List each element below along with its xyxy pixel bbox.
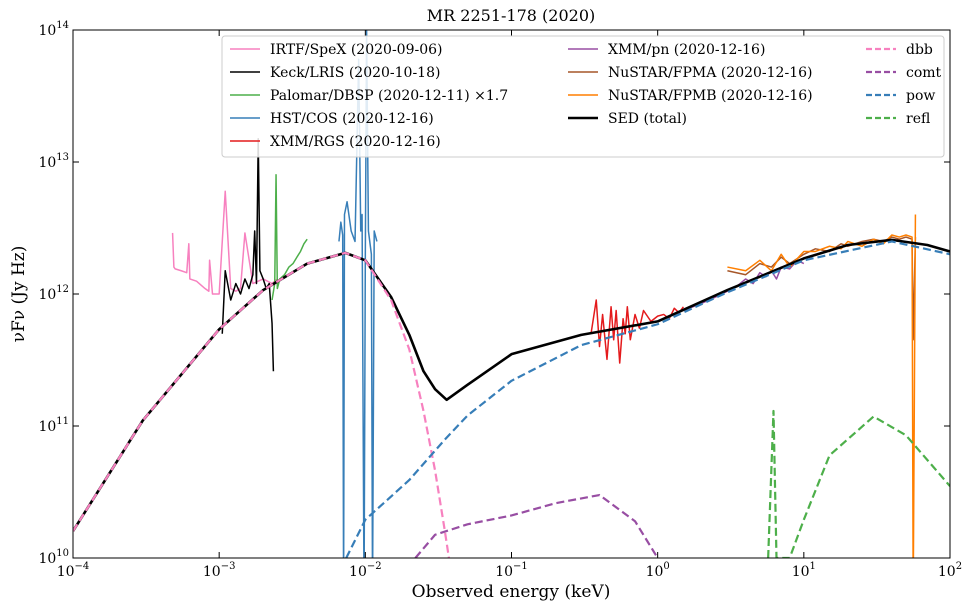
- legend-label: NuSTAR/FPMB (2020-12-16): [608, 88, 813, 104]
- series-line: [171, 190, 278, 295]
- x-tick-label: 10−1: [495, 561, 528, 580]
- series-line: [590, 299, 685, 364]
- legend-label: NuSTAR/FPMA (2020-12-16): [608, 65, 812, 81]
- y-tick-label: 1010: [38, 548, 69, 567]
- y-tick-label: 1012: [38, 284, 69, 303]
- legend-box: [221, 35, 945, 158]
- legend-label: Keck/LRIS (2020-10-18): [270, 65, 440, 81]
- legend-label: HST/COS (2020-12-16): [270, 111, 434, 127]
- ticks: 10−4 10−3 10−2 10−1 100 101 102 1010 1011 1012 101…: [38, 20, 962, 580]
- series-line: [271, 174, 308, 301]
- legend-label: XMM/pn (2020-12-16): [608, 42, 765, 58]
- chart-title: MR 2251-178 (2020): [427, 6, 595, 25]
- legend-label: dbb: [906, 42, 933, 58]
- legend-label: comt: [906, 65, 942, 81]
- y-tick-label: 1011: [38, 416, 69, 435]
- legend-label: IRTF/SpeX (2020-09-06): [270, 42, 443, 58]
- y-axis-label: νFν (Jy Hz): [9, 246, 29, 343]
- x-tick-label: 101: [792, 561, 816, 580]
- legend-label: XMM/RGS (2020-12-16): [270, 134, 441, 150]
- x-tick-label: 10−3: [203, 561, 236, 580]
- y-tick-label: 1014: [38, 20, 69, 39]
- plot-lines: [73, 30, 950, 558]
- y-tick-label: 1013: [38, 152, 69, 171]
- x-axis-label: Observed energy (keV): [412, 582, 611, 602]
- legend-label: pow: [906, 88, 935, 104]
- series-line: [338, 30, 378, 558]
- legend-label: Palomar/DBSP (2020-12-11) ×1.7: [270, 88, 508, 104]
- x-tick-label: 100: [646, 561, 670, 580]
- series-line: [345, 240, 950, 558]
- series-line: [73, 238, 950, 532]
- legend: IRTF/SpeX (2020-09-06) Keck/LRIS (2020-10…: [221, 35, 945, 158]
- x-tick-label: 10−4: [57, 561, 90, 580]
- x-tick-label: 102: [938, 561, 962, 580]
- series-line: [414, 493, 659, 558]
- x-tick-label: 10−2: [349, 561, 382, 580]
- legend-label: refl: [906, 111, 930, 127]
- legend-label: SED (total): [608, 111, 687, 127]
- series-line: [767, 409, 950, 558]
- series-line: [73, 251, 451, 558]
